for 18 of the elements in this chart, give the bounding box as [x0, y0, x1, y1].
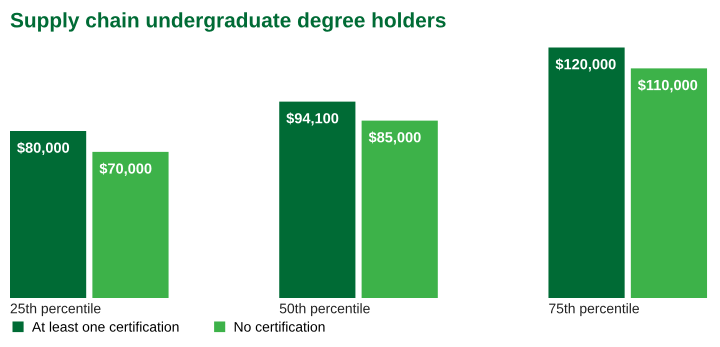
legend-label: No certification: [234, 322, 325, 332]
bar: [362, 120, 438, 298]
x-tick-label: 75th percentile: [549, 303, 639, 316]
data-label: $110,000: [638, 79, 698, 92]
data-label: $94,100: [286, 112, 338, 126]
chart-title: Supply chain undergraduate degree holders: [10, 12, 446, 32]
bar: [279, 102, 356, 298]
bar: [548, 48, 625, 298]
x-tick-label: 25th percentile: [10, 303, 100, 316]
data-label: $70,000: [100, 162, 152, 176]
bar: [92, 152, 169, 298]
data-label: $85,000: [368, 131, 421, 145]
data-label: $120,000: [556, 58, 616, 72]
x-tick-label: 50th percentile: [280, 303, 370, 316]
legend-label: At least one certification: [32, 322, 178, 332]
data-label: $80,000: [17, 142, 70, 155]
bar: [630, 68, 708, 298]
bar: [10, 131, 86, 298]
